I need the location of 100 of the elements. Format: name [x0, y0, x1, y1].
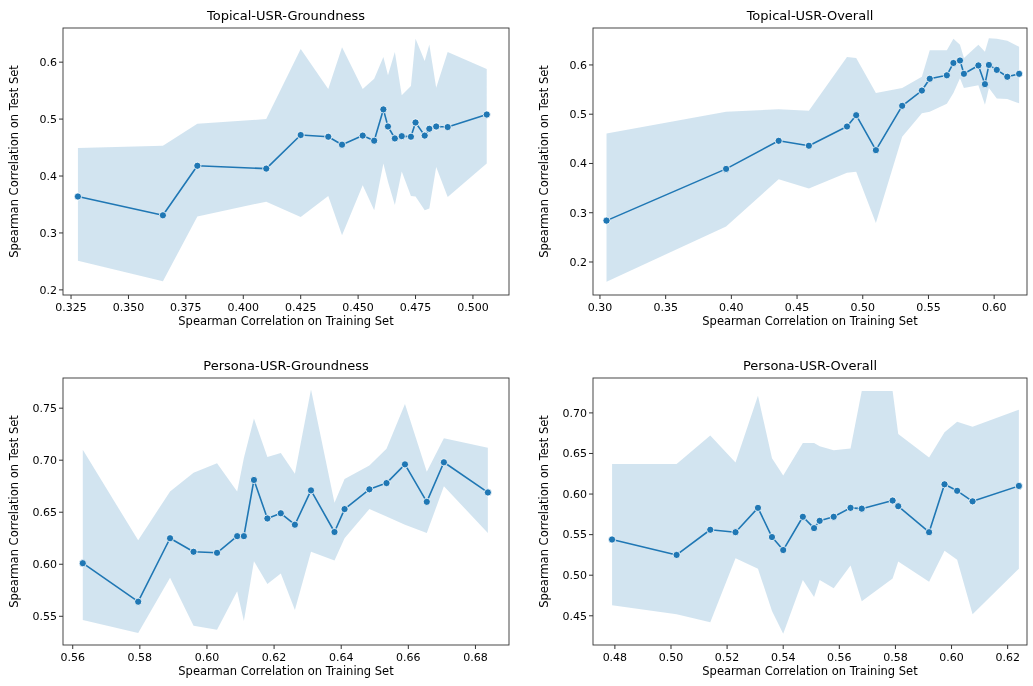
y-tick-label: 0.4 [569, 157, 587, 171]
point [290, 520, 299, 529]
point [706, 525, 715, 534]
point [974, 61, 983, 70]
point [443, 123, 452, 132]
x-tick-label: 0.64 [328, 651, 354, 664]
point [731, 528, 740, 537]
point [753, 503, 762, 512]
y-tick-label: 0.55 [562, 528, 587, 542]
point [857, 504, 866, 513]
point [602, 216, 611, 225]
point [262, 164, 271, 173]
x-tick-label: 0.60 [194, 651, 220, 664]
point [852, 111, 861, 120]
y-axis-title: Spearman Correlation on Test Set [537, 414, 551, 608]
point [1014, 481, 1023, 490]
point [213, 548, 222, 557]
x-axis-title: Spearman Correlation on Training Set [702, 314, 919, 328]
x-tick-label: 0.475 [399, 301, 432, 314]
y-tick-label: 0.6 [569, 58, 587, 72]
x-tick-label: 0.35 [653, 301, 678, 314]
y-tick-label: 0.60 [562, 487, 587, 501]
x-tick-label: 0.30 [587, 301, 613, 314]
x-tick-label: 0.325 [55, 301, 87, 314]
x-tick-label: 0.56 [827, 651, 852, 664]
point [968, 497, 977, 506]
point [810, 524, 819, 533]
x-tick-label: 0.50 [658, 651, 684, 664]
point [482, 110, 491, 119]
point [992, 65, 1001, 74]
chart-title: Persona-USR-Overall [742, 358, 878, 373]
y-tick-label: 0.55 [32, 610, 57, 624]
x-tick-label: 0.66 [396, 651, 421, 664]
point [871, 146, 880, 155]
y-tick-label: 0.65 [32, 506, 57, 520]
x-tick-label: 0.68 [463, 651, 488, 664]
y-tick-label: 0.5 [39, 112, 57, 126]
point [390, 134, 399, 143]
x-tick-label: 0.375 [170, 301, 202, 314]
point [798, 512, 807, 521]
point [249, 475, 258, 484]
point [949, 58, 958, 67]
y-tick-label: 0.2 [569, 255, 587, 269]
point [383, 122, 392, 131]
point [980, 80, 989, 89]
point [324, 132, 333, 141]
point [1015, 69, 1024, 78]
point [400, 460, 409, 469]
x-tick-label: 0.60 [939, 651, 964, 664]
point [815, 516, 824, 525]
x-tick-label: 0.62 [261, 651, 287, 664]
y-tick-label: 0.70 [562, 406, 587, 420]
y-axis-title: Spearman Correlation on Test Set [7, 64, 21, 258]
y-tick-label: 0.4 [39, 169, 57, 183]
x-tick-label: 0.450 [342, 301, 374, 314]
point [894, 502, 903, 511]
x-axis-title: Spearman Correlation on Training Set [178, 314, 395, 328]
x-tick-label: 0.40 [719, 301, 744, 314]
x-tick-label: 0.52 [714, 651, 740, 664]
point [608, 535, 617, 544]
point [397, 132, 406, 141]
point [422, 497, 431, 506]
point [888, 496, 897, 505]
point [406, 132, 415, 141]
x-tick-label: 0.45 [784, 301, 810, 314]
point [193, 161, 202, 170]
point [233, 532, 242, 541]
point [420, 131, 429, 140]
point [134, 597, 143, 606]
point [158, 211, 167, 220]
point [829, 512, 838, 521]
x-tick-label: 0.425 [284, 301, 317, 314]
point [804, 141, 813, 150]
y-tick-label: 0.3 [569, 206, 587, 220]
point [296, 131, 305, 140]
y-tick-label: 0.70 [32, 454, 57, 468]
y-tick-label: 0.5 [569, 108, 587, 122]
point [338, 140, 347, 149]
x-tick-label: 0.55 [916, 301, 941, 314]
point [166, 534, 175, 543]
point [767, 533, 776, 542]
point [365, 485, 374, 494]
point [432, 122, 441, 131]
point [774, 136, 783, 145]
x-tick-label: 0.56 [60, 651, 85, 664]
point [307, 486, 315, 495]
point [239, 532, 248, 541]
point [1003, 72, 1012, 81]
point [382, 479, 391, 488]
x-tick-label: 0.50 [850, 301, 876, 314]
point [953, 486, 962, 495]
point [955, 56, 964, 65]
y-axis-title: Spearman Correlation on Test Set [7, 414, 21, 608]
point [263, 514, 272, 523]
point [925, 74, 934, 83]
x-tick-label: 0.48 [602, 651, 628, 664]
x-tick-label: 0.54 [770, 651, 796, 664]
x-axis-title: Spearman Correlation on Training Set [702, 664, 919, 678]
y-tick-label: 0.65 [562, 447, 587, 461]
point [411, 118, 420, 127]
